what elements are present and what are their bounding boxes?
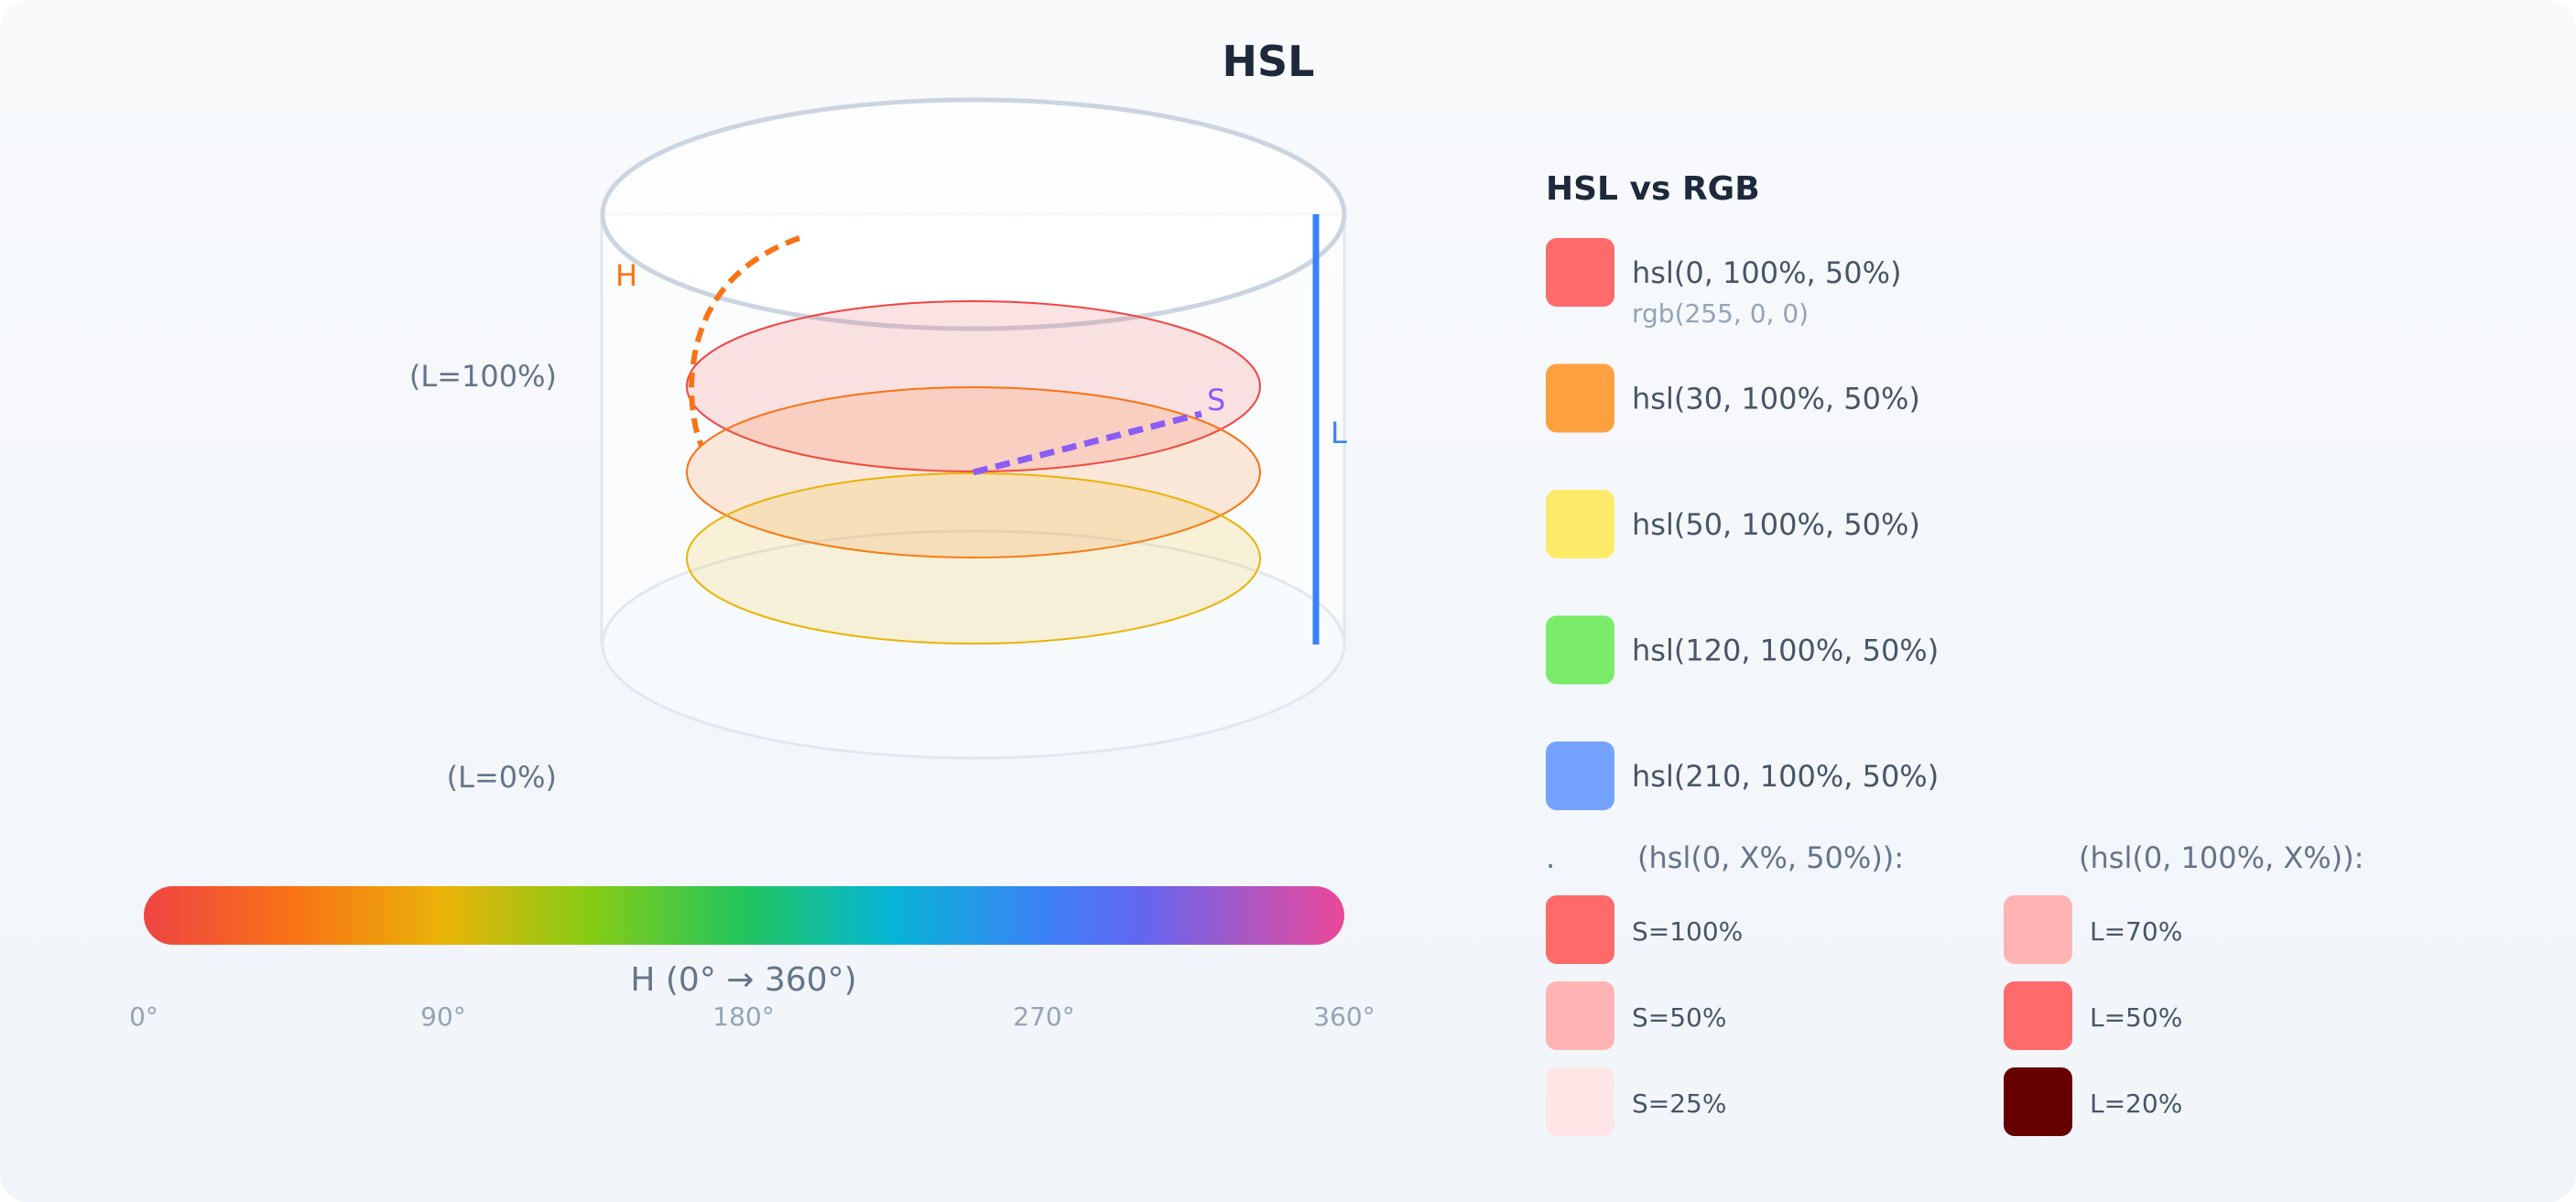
label-bottom-lightness: (L=0%) <box>447 760 557 795</box>
color-swatch <box>1546 615 1614 685</box>
lightness-header: (hsl(0, 100%, X%)): <box>2079 840 2364 875</box>
color-swatch <box>1546 363 1614 433</box>
hue-tick: 0° <box>129 1002 158 1032</box>
saturation-label: S=25% <box>1632 1088 1726 1119</box>
color-swatch <box>1546 490 1614 558</box>
hue-tick: 180° <box>712 1002 774 1032</box>
hsl-cylinder: H S L <box>600 97 1347 760</box>
hsl-value: hsl(210, 100%, 50%) <box>1632 759 1939 794</box>
saturation-header-dot: . <box>1546 840 1555 875</box>
hue-tick: 90° <box>420 1002 466 1032</box>
rgb-value: rgb(255, 0, 0) <box>1632 298 1809 329</box>
hsl-value: hsl(50, 100%, 50%) <box>1632 507 1920 542</box>
swatch-list: hsl(0, 100%, 50%) rgb(255, 0, 0) hsl(30, 1… <box>1546 238 1939 810</box>
saturation-swatch <box>1546 1067 1614 1136</box>
saturation-line <box>973 410 1202 476</box>
hue-disk-yellow <box>686 472 1261 644</box>
saturation-label: S=100% <box>1632 916 1743 947</box>
saturation-lightness-grid: S=100% S=50% S=25% L=70% L=50% L=20% <box>1546 895 2182 1136</box>
lightness-axis-label: L <box>1331 416 1347 450</box>
label-top-lightness: (L=100%) <box>409 359 557 394</box>
lightness-swatch <box>2004 895 2072 964</box>
color-swatch <box>1546 238 1614 307</box>
cylinder-top <box>600 97 1347 331</box>
saturation-header: (hsl(0, X%, 50%)): <box>1637 840 1904 875</box>
lightness-label: L=70% <box>2090 916 2182 947</box>
hue-gradient-bar <box>144 886 1344 945</box>
hue-axis-label: H <box>615 258 637 293</box>
lightness-swatch <box>2004 981 2072 1050</box>
saturation-swatch <box>1546 981 1614 1050</box>
lightness-swatch <box>2004 1067 2072 1136</box>
hsl-value: hsl(0, 100%, 50%) <box>1632 255 1901 290</box>
color-swatch <box>1546 742 1614 810</box>
hsl-value: hsl(120, 100%, 50%) <box>1632 633 1939 668</box>
hue-tick: 270° <box>1013 1002 1074 1032</box>
page-title: HSL <box>1223 37 1315 86</box>
hsl-value: hsl(30, 100%, 50%) <box>1632 382 1920 417</box>
hue-bar-label: H (0° → 360°) <box>630 961 856 999</box>
hue-tick: 360° <box>1313 1002 1375 1032</box>
panel-title: HSL vs RGB <box>1546 170 1760 208</box>
saturation-axis-label: S <box>1207 383 1225 417</box>
lightness-label: L=20% <box>2090 1088 2182 1119</box>
saturation-swatch <box>1546 895 1614 964</box>
lightness-label: L=50% <box>2090 1002 2182 1033</box>
hue-arc <box>688 235 801 448</box>
saturation-label: S=50% <box>1632 1002 1726 1033</box>
